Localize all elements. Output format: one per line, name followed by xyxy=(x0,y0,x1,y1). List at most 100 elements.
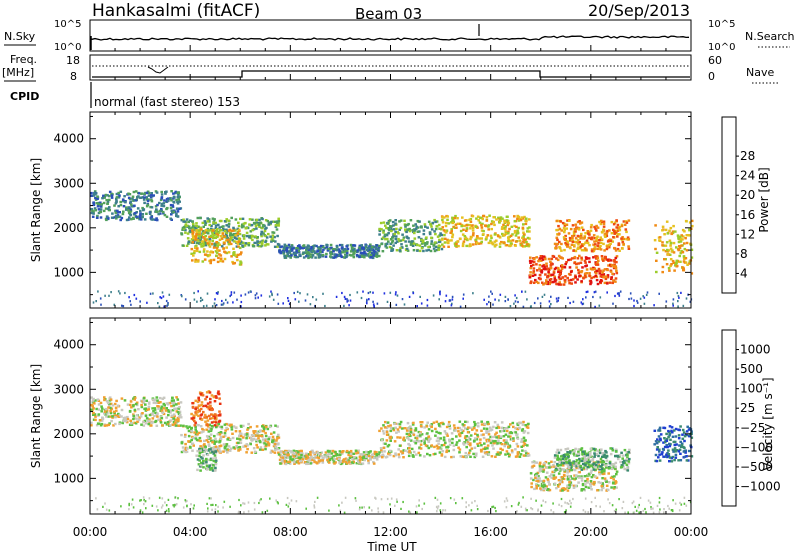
echo-cell xyxy=(583,236,586,239)
echo-cell xyxy=(525,451,528,455)
ground-scatter-cell xyxy=(676,291,679,295)
echo-cell xyxy=(488,214,491,217)
echo-cell xyxy=(382,229,385,232)
echo-cell xyxy=(474,225,478,228)
echo-cell xyxy=(529,281,532,285)
echo-cell xyxy=(568,478,572,482)
echo-cell xyxy=(616,233,619,236)
echo-cell xyxy=(444,221,448,225)
echo-cell xyxy=(351,456,354,459)
echo-cell xyxy=(90,208,94,211)
echo-cell xyxy=(199,469,202,472)
echo-cell xyxy=(245,437,248,440)
echo-cell xyxy=(464,451,468,455)
echo-cell xyxy=(210,464,213,467)
echo-cell xyxy=(153,408,157,411)
ground-scatter-cell xyxy=(294,298,297,301)
echo-cell xyxy=(238,246,242,250)
echo-cell xyxy=(209,448,212,451)
echo-cell xyxy=(555,282,558,286)
echo-cell xyxy=(291,247,294,250)
echo-cell xyxy=(394,453,398,457)
echo-cell xyxy=(685,234,689,237)
echo-cell xyxy=(326,249,330,252)
echo-cell xyxy=(538,257,542,260)
echo-cell xyxy=(192,416,195,419)
ground-scatter-cell xyxy=(498,299,500,302)
ground-scatter-cell xyxy=(629,292,632,295)
echo-cell xyxy=(589,279,592,283)
echo-cell xyxy=(190,238,194,241)
echo-cell xyxy=(164,192,167,195)
echo-cell xyxy=(613,260,616,263)
echo-cell xyxy=(574,223,578,226)
echo-cell xyxy=(112,424,115,427)
echo-cell xyxy=(94,415,97,418)
echo-cell xyxy=(434,452,437,456)
echo-cell xyxy=(222,435,225,438)
echo-cell xyxy=(180,450,184,454)
ground-scatter-cell xyxy=(462,293,465,296)
echo-cell xyxy=(463,436,467,440)
echo-cell xyxy=(163,199,166,202)
echo-cell xyxy=(422,249,425,253)
echo-cell xyxy=(142,398,145,401)
echo-cell xyxy=(595,229,598,232)
echo-cell xyxy=(147,405,151,408)
echo-cell xyxy=(603,281,607,285)
ground-scatter-cell xyxy=(95,300,97,303)
echo-cell xyxy=(412,224,415,227)
echo-cell xyxy=(251,218,254,221)
echo-cell xyxy=(399,219,403,222)
echo-cell xyxy=(559,220,563,223)
echo-cell xyxy=(193,424,197,427)
echo-cell xyxy=(532,267,536,270)
echo-cell xyxy=(415,225,418,228)
echo-cell xyxy=(545,262,548,265)
echo-cell xyxy=(507,230,510,233)
echo-cell xyxy=(435,444,439,447)
echo-cell xyxy=(184,433,187,437)
echo-cell xyxy=(616,235,619,238)
echo-cell xyxy=(367,249,370,253)
echo-cell xyxy=(469,444,472,447)
echo-cell xyxy=(610,447,614,450)
echo-cell xyxy=(125,208,128,211)
echo-cell xyxy=(389,238,393,241)
echo-cell xyxy=(378,455,381,458)
echo-cell xyxy=(306,255,310,258)
echo-cell xyxy=(199,456,203,459)
echo-cell xyxy=(94,198,98,201)
echo-cell xyxy=(339,252,342,255)
echo-cell xyxy=(347,453,350,457)
echo-cell xyxy=(563,470,566,473)
echo-cell xyxy=(170,399,174,402)
echo-cell xyxy=(487,228,490,231)
echo-cell xyxy=(520,438,524,441)
echo-cell xyxy=(414,427,418,430)
echo-cell xyxy=(237,253,240,257)
echo-cell xyxy=(310,456,313,459)
echo-cell xyxy=(230,428,234,431)
echo-cell xyxy=(223,229,227,233)
echo-cell xyxy=(206,250,209,253)
echo-cell xyxy=(606,245,609,248)
echo-cell xyxy=(225,422,228,426)
ground-scatter-cell xyxy=(167,303,169,306)
ground-scatter-cell xyxy=(215,304,218,307)
echo-cell xyxy=(502,223,505,227)
echo-cell xyxy=(285,246,289,249)
echo-cell xyxy=(573,474,576,477)
echo-cell xyxy=(281,251,285,254)
echo-cell xyxy=(194,411,197,414)
echo-cell xyxy=(297,453,301,456)
echo-cell xyxy=(669,226,673,230)
echo-cell xyxy=(187,220,190,224)
ground-scatter-cell xyxy=(572,300,575,303)
echo-cell xyxy=(173,415,176,418)
echo-cell xyxy=(462,240,466,243)
echo-cell xyxy=(213,424,217,427)
echo-cell xyxy=(447,420,451,424)
echo-cell xyxy=(298,253,301,256)
echo-cell xyxy=(485,237,488,241)
